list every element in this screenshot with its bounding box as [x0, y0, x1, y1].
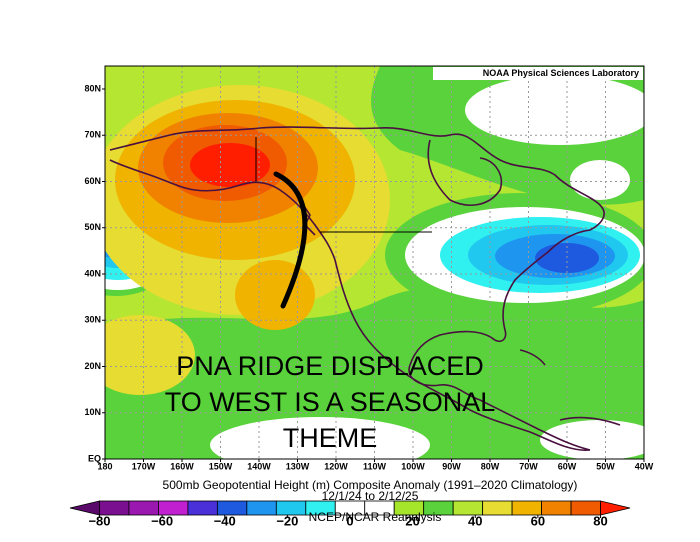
lat-label: 40N [84, 268, 101, 278]
annotation-lines [255, 137, 432, 309]
lon-label: 180 [97, 461, 112, 471]
annotation-line: PNA RIDGE DISPLACED [176, 351, 484, 381]
caption-source: NCEP/NCAR Reanalysis [309, 510, 442, 524]
annotation-line: THEME [283, 423, 378, 453]
caption-title: 500mb Geopotential Height (m) Composite … [163, 478, 578, 492]
lon-label: 120W [324, 461, 348, 471]
lat-label: 10N [84, 407, 101, 417]
colorbar-cell [541, 500, 572, 516]
coastlines [109, 126, 621, 451]
lat-label: 20N [84, 361, 101, 371]
lon-label: 160W [170, 461, 194, 471]
lon-label: 90W [442, 461, 461, 471]
lon-label: 110W [363, 461, 387, 471]
lon-label: 40W [635, 461, 654, 471]
lon-label: 100W [401, 461, 425, 471]
lat-label: 30N [84, 315, 101, 325]
lon-label: 130W [286, 461, 310, 471]
colorbar-tick-label: 80 [593, 513, 607, 528]
colorbar: −80 −60 −40 −20 0 20 40 60 80 [69, 500, 631, 528]
colorbar-tick-label: 0 [346, 513, 353, 528]
caption-dates: 12/1/24 to 2/12/25 [322, 489, 419, 503]
credit-box [433, 67, 643, 80]
lon-label: 170W [132, 461, 156, 471]
colorbar-cell [482, 500, 513, 516]
colorbar-tick-label: −80 [88, 513, 110, 528]
colorbar-tick-label: 60 [531, 513, 545, 528]
lon-label: 70W [519, 461, 538, 471]
lon-label: 60W [558, 461, 577, 471]
colorbar-tick-label: −20 [276, 513, 298, 528]
lat-label: 50N [84, 222, 101, 232]
lon-label: 140W [247, 461, 271, 471]
lat-label: 60N [84, 176, 101, 186]
lon-label: 80W [481, 461, 500, 471]
colorbar-cell [246, 500, 277, 516]
lon-label: 150W [209, 461, 233, 471]
colorbar-tick-label: −60 [151, 513, 173, 528]
lat-label: 80N [84, 83, 101, 93]
annotation-line: TO WEST IS A SEASONAL [165, 387, 496, 417]
colorbar-tick-label: 40 [468, 513, 482, 528]
credit: NOAA Physical Sciences Laboratory [483, 68, 639, 78]
colorbar-tick-label: −40 [214, 513, 236, 528]
lat-label: EQ [88, 453, 101, 463]
colorbar-tick-label: 20 [405, 513, 419, 528]
lon-label: 50W [596, 461, 615, 471]
lat-label: 70N [84, 130, 101, 140]
colorbar-end [600, 500, 631, 516]
